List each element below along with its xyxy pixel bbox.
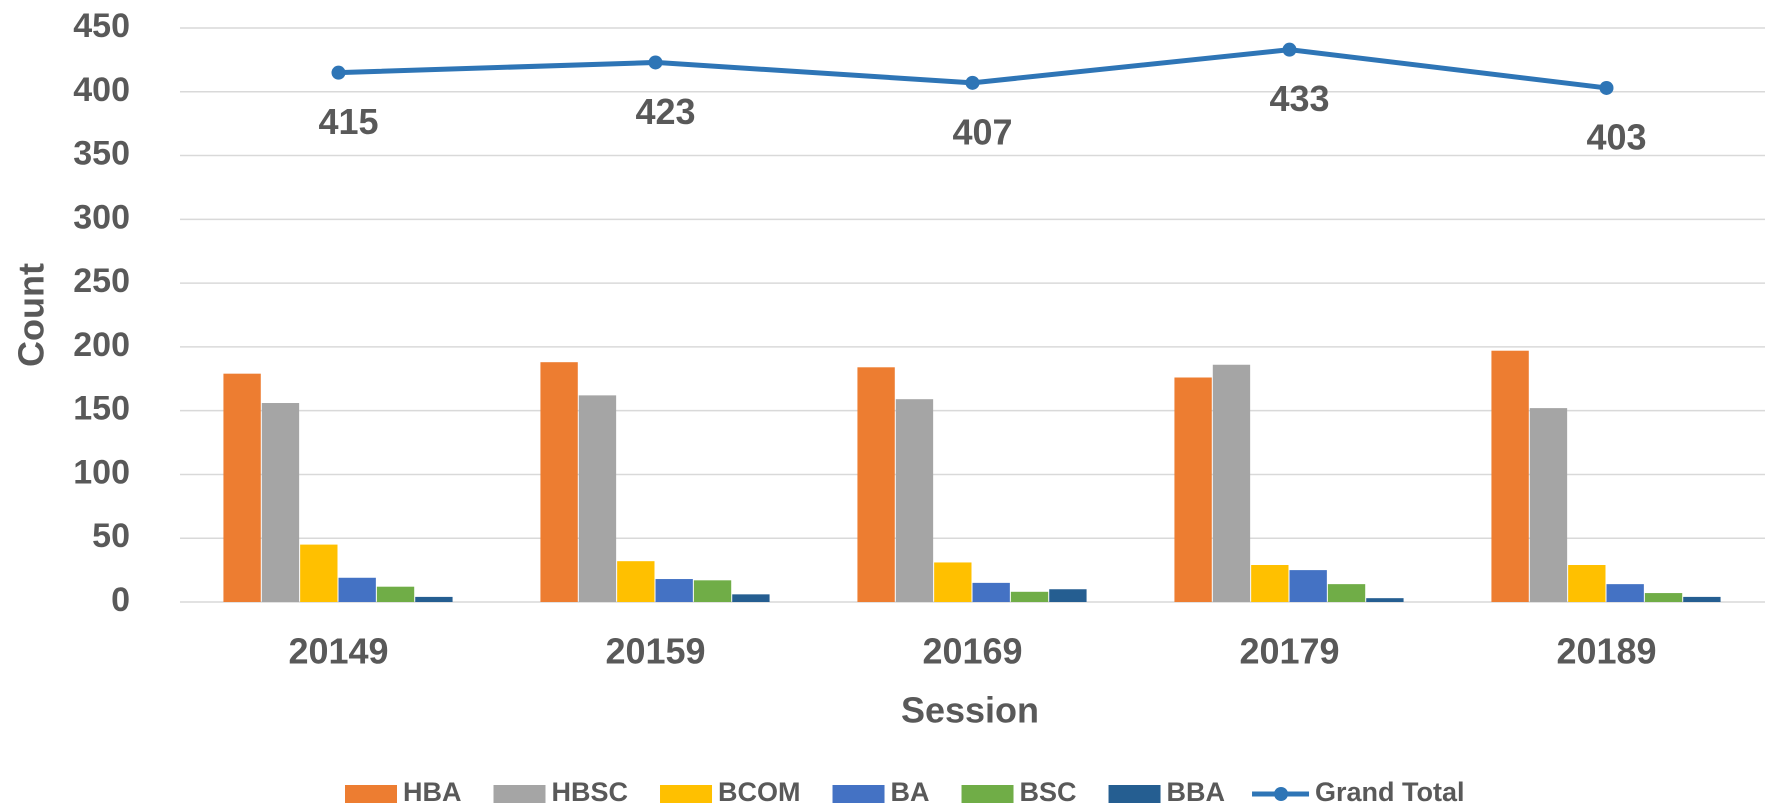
data-label: 407 [952,111,1012,152]
bar [415,596,453,602]
bar [1010,591,1049,602]
x-tick-label: 20179 [1239,631,1339,672]
bar [300,544,338,602]
bar [1568,565,1606,602]
data-label: 423 [635,91,695,132]
line-point [331,65,346,80]
legend-swatch [660,785,713,803]
line-point [648,55,663,70]
legend-swatch [1108,785,1161,803]
bar [1174,377,1212,602]
bar [261,403,300,602]
legend-swatch [1274,787,1289,801]
legend-label: BCOM [718,777,801,807]
bar [1251,565,1289,602]
bar [1644,593,1683,602]
y-axis-title: Count [11,263,52,367]
bar [1049,589,1087,602]
bar [1683,596,1721,602]
bar [1212,364,1251,602]
legend-label: HBA [403,777,462,807]
x-tick-label: 20169 [922,631,1022,672]
legend-swatch [493,785,546,803]
bar [934,562,972,602]
bar [1529,408,1568,602]
legend-label: Grand Total [1315,777,1465,807]
legend-swatch [832,785,885,803]
y-tick-label: 50 [92,517,130,555]
bar [338,577,376,602]
bar [1289,570,1327,602]
bar [540,362,578,602]
bar [617,561,655,602]
bar [972,582,1010,602]
bar [655,579,693,602]
legend-label: BBA [1167,777,1226,807]
y-tick-label: 400 [73,71,130,109]
y-tick-label: 300 [73,198,130,236]
x-tick-label: 20159 [605,631,705,672]
x-tick-label: 20189 [1556,631,1656,672]
legend-swatch [345,785,397,803]
y-tick-label: 350 [73,135,130,173]
line-point [1599,80,1614,95]
y-tick-label: 100 [73,453,130,491]
bar [1366,598,1404,602]
x-tick-label: 20149 [288,631,388,672]
bar [578,395,617,602]
legend-label: HBSC [552,777,629,807]
y-tick-label: 0 [111,581,130,619]
data-label: 433 [1269,78,1329,119]
y-tick-label: 150 [73,390,130,428]
legend-label: BA [891,777,930,807]
bar [732,594,770,602]
legend-label: BSC [1020,777,1077,807]
x-axis-title: Session [901,690,1039,731]
bar [1327,584,1366,602]
bar [895,399,934,602]
bar [693,580,732,602]
line-point [965,75,980,90]
y-tick-label: 200 [73,326,130,364]
data-label: 403 [1586,116,1646,157]
bar [376,586,415,602]
y-tick-label: 450 [73,7,130,45]
bar [223,373,261,602]
data-label: 415 [318,101,378,142]
legend-swatch [961,785,1014,803]
bar [1491,350,1529,602]
bar [857,367,895,602]
line-point [1282,42,1297,57]
bar [1606,584,1644,602]
y-tick-label: 250 [73,262,130,300]
